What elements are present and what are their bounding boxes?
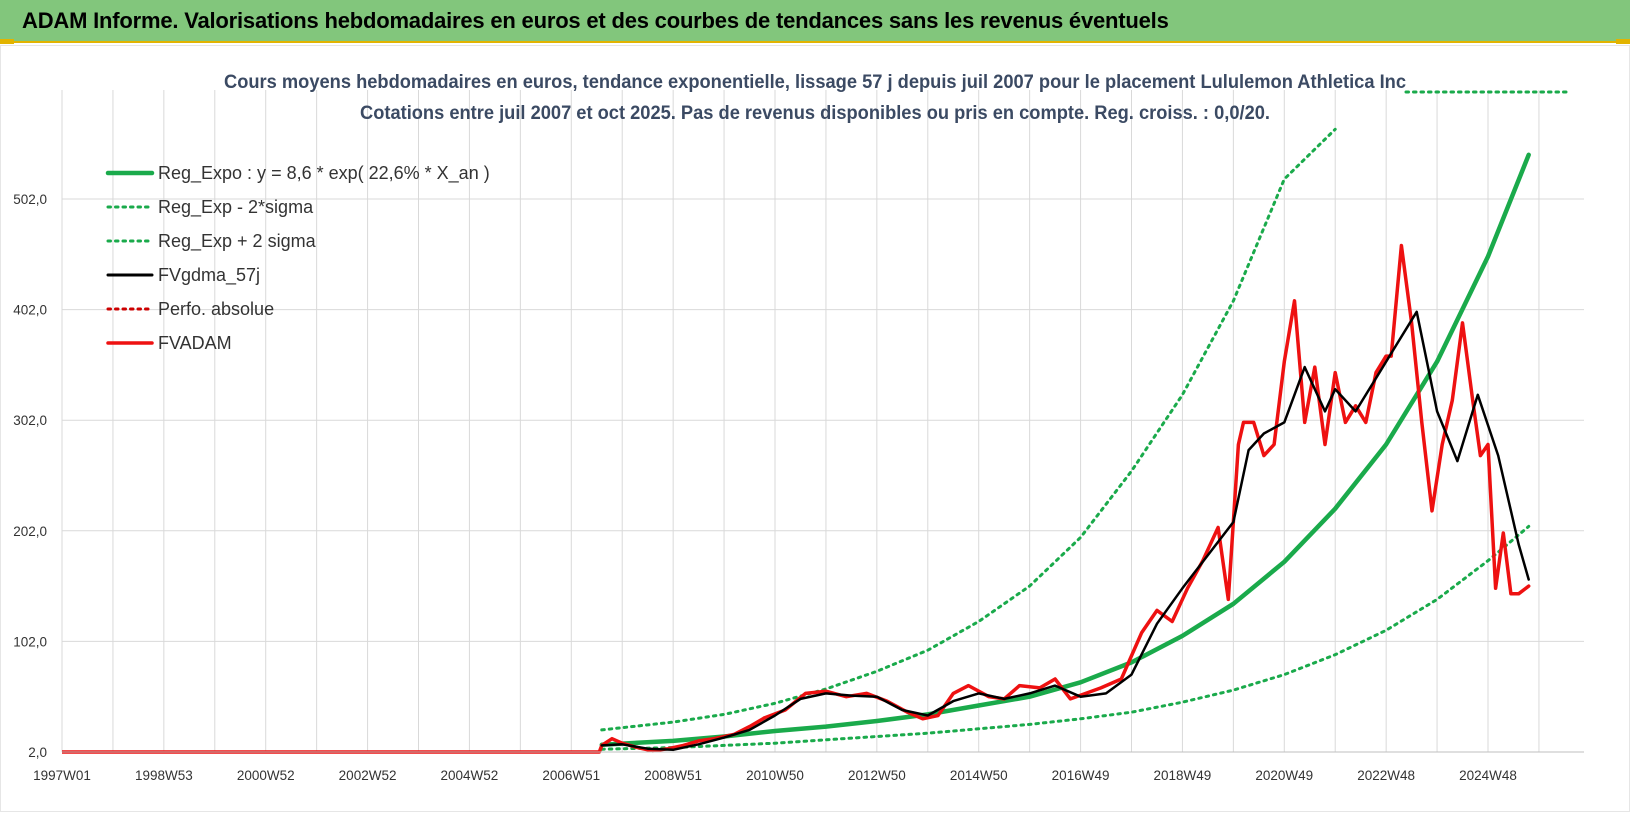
x-tick-label: 2004W52: [441, 768, 499, 783]
x-tick-label: 2014W50: [950, 768, 1008, 783]
legend-label: Reg_Expo : y = 8,6 * exp( 22,6% * X_an ): [158, 163, 490, 184]
legend-label: FVgdma_57j: [158, 265, 260, 286]
x-tick-label: 2000W52: [237, 768, 295, 783]
header-bar: ADAM Informe. Valorisations hebdomadaire…: [0, 0, 1630, 43]
x-tick-label: 1998W53: [135, 768, 193, 783]
y-axis-ticks: 2,0 102,0 202,0 302,0 402,0 502,0: [13, 192, 47, 760]
x-tick-label: 2016W49: [1052, 768, 1110, 783]
x-tick-label: 2018W49: [1154, 768, 1212, 783]
y-tick-label: 502,0: [13, 192, 47, 207]
series-lines: [62, 127, 1531, 754]
x-tick-label: 2024W48: [1459, 768, 1517, 783]
x-tick-label: 2002W52: [339, 768, 397, 783]
y-tick-label: 102,0: [13, 634, 47, 649]
legend: Reg_Expo : y = 8,6 * exp( 22,6% * X_an )…: [105, 90, 1568, 353]
series-line-0: [599, 152, 1531, 747]
x-tick-label: 2010W50: [746, 768, 804, 783]
chart-title: Cours moyens hebdomadaires en euros, ten…: [224, 72, 1406, 124]
chart-title-line-1: Cours moyens hebdomadaires en euros, ten…: [224, 72, 1406, 93]
corner-accent-left: [0, 39, 14, 44]
x-axis-ticks: 1997W01 1998W53 2000W52 2002W52 2004W52 2006W…: [33, 768, 1517, 783]
series-line-5: [62, 243, 1531, 754]
legend-label: Perfo. absolue: [158, 299, 274, 319]
legend-label: FVADAM: [158, 333, 232, 353]
legend-label: Reg_Exp + 2 sigma: [158, 231, 317, 252]
chart: 2,0 102,0 202,0 302,0 402,0 502,0 1997W01 1998…: [0, 45, 1630, 812]
x-tick-label: 2006W51: [542, 768, 600, 783]
series-line-1: [600, 524, 1531, 751]
series-line-2: [600, 127, 1337, 732]
x-tick-label: 2020W49: [1255, 768, 1313, 783]
x-tick-label: 2012W50: [848, 768, 906, 783]
y-tick-label: 302,0: [13, 413, 47, 428]
y-tick-label: 202,0: [13, 524, 47, 539]
legend-label: Reg_Exp - 2*sigma: [158, 197, 314, 218]
header-title: ADAM Informe. Valorisations hebdomadaire…: [22, 8, 1169, 33]
x-tick-label: 2022W48: [1357, 768, 1415, 783]
y-tick-label: 2,0: [28, 745, 47, 760]
grid-lines: [61, 90, 1584, 753]
x-tick-label: 2008W51: [644, 768, 702, 783]
corner-accent-right: [1616, 39, 1630, 44]
chart-title-line-2: Cotations entre juil 2007 et oct 2025. P…: [360, 103, 1270, 124]
series-line-3: [600, 310, 1530, 752]
x-tick-label: 1997W01: [33, 768, 91, 783]
y-tick-label: 402,0: [13, 303, 47, 318]
